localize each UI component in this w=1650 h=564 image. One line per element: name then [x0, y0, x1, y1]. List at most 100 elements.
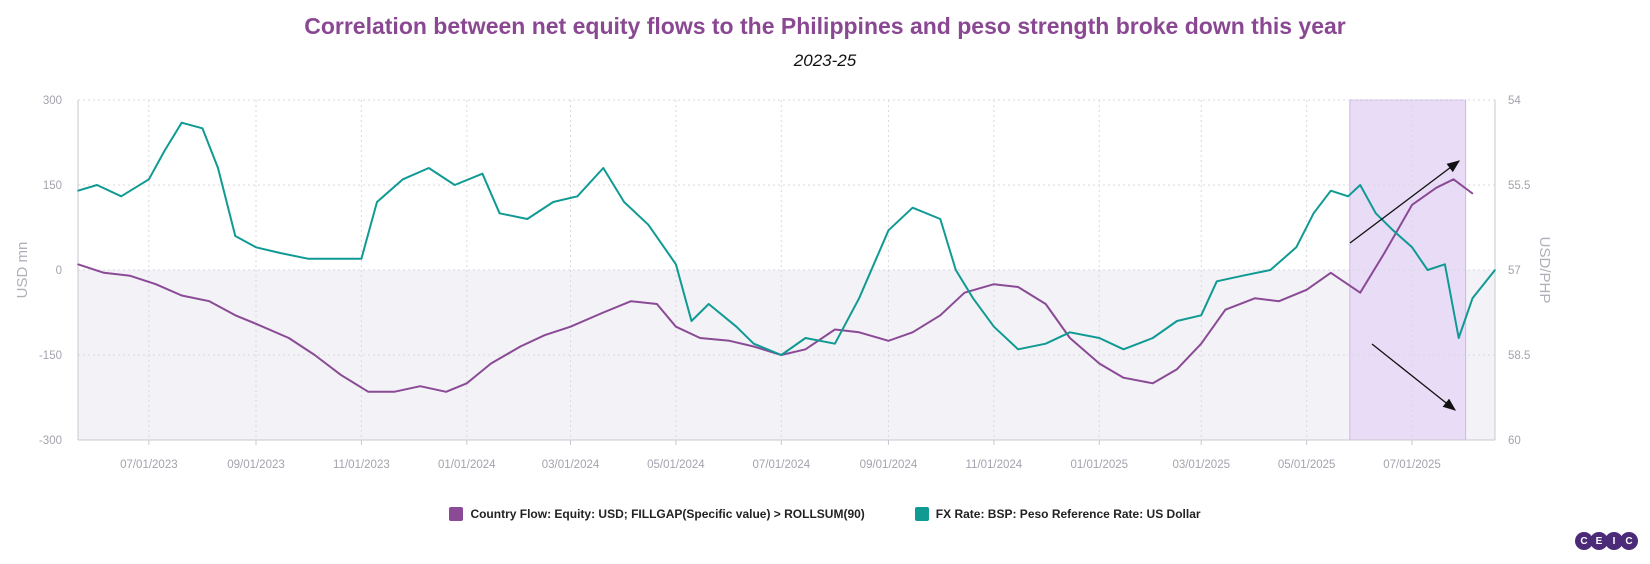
data-point: [887, 340, 890, 342]
data-point: [647, 223, 650, 226]
data-point: [1444, 263, 1446, 266]
data-point: [1122, 376, 1125, 379]
x-tick-label: 01/01/2025: [1070, 459, 1128, 471]
data-point: [1359, 291, 1361, 294]
data-point: [1494, 269, 1496, 271]
series-lines: [77, 121, 1496, 393]
legend-swatch: [449, 507, 464, 521]
data-point: [1044, 342, 1047, 345]
data-point: [576, 195, 579, 198]
data-point: [255, 246, 257, 249]
data-point: [1241, 274, 1244, 277]
data-point: [1383, 252, 1386, 254]
data-point: [1435, 187, 1437, 189]
data-point: [1069, 337, 1071, 339]
chart-title: Correlation between net equity flows to …: [304, 13, 1346, 39]
ceic-logo: C E I C: [1575, 532, 1638, 550]
y-axis-title-right: USD/PHP: [1536, 237, 1553, 304]
data-point: [1254, 297, 1256, 300]
data-point: [393, 391, 396, 393]
legend-label: FX Rate: BSP: Peso Reference Rate: US Do…: [935, 507, 1201, 521]
data-point: [313, 354, 316, 356]
legend-item-equity-flow[interactable]: Country Flow: Equity: USD; FILLGAP(Speci…: [449, 507, 865, 521]
data-point: [77, 263, 79, 266]
annotation-arrow-down: [1371, 343, 1457, 411]
x-tick-label: 09/01/2024: [860, 459, 918, 471]
data-point: [804, 348, 807, 351]
y-tick-label-right: 54: [1508, 95, 1521, 107]
data-point: [307, 257, 309, 260]
annotation-arrow-up: [1349, 160, 1461, 244]
data-point: [1392, 229, 1394, 232]
data-point: [498, 212, 501, 215]
data-point: [120, 195, 122, 198]
y-tick-label-right: 55.5: [1508, 180, 1530, 192]
data-point: [1152, 382, 1154, 385]
data-point: [402, 178, 404, 181]
data-point: [993, 283, 995, 286]
data-point: [1122, 348, 1125, 351]
data-point: [1269, 269, 1272, 271]
data-point: [428, 167, 430, 169]
data-point: [630, 300, 632, 303]
data-point: [339, 374, 342, 376]
data-point: [752, 345, 755, 348]
data-point: [1200, 314, 1202, 317]
legend-item-fx-rate[interactable]: FX Rate: BSP: Peso Reference Rate: US Do…: [914, 507, 1201, 521]
data-point: [752, 342, 755, 345]
negative-zone-shade: [78, 270, 1495, 440]
data-point: [1176, 320, 1178, 322]
data-point: [419, 385, 422, 388]
x-tick-label: 09/01/2023: [227, 459, 285, 471]
data-point: [656, 303, 658, 305]
data-point: [155, 283, 157, 286]
data-point: [255, 323, 257, 325]
x-tick-label: 03/01/2025: [1172, 459, 1230, 471]
y-tick-label-left: 0: [56, 265, 62, 277]
data-point: [376, 201, 378, 203]
data-point: [1152, 337, 1154, 339]
x-tick-label: 05/01/2024: [647, 459, 705, 471]
data-point: [735, 325, 738, 328]
data-point: [1452, 178, 1455, 181]
data-point: [129, 274, 131, 277]
data-point: [543, 334, 546, 337]
data-point: [1359, 184, 1361, 186]
y-tick-label-left: 150: [43, 180, 62, 192]
grid: [77, 99, 1496, 445]
data-point: [1216, 280, 1218, 283]
data-point: [1017, 348, 1019, 351]
data-point: [466, 382, 468, 385]
x-tick-label: 11/01/2024: [966, 459, 1023, 471]
data-point: [780, 354, 783, 356]
data-point: [834, 328, 836, 331]
data-point: [939, 218, 942, 220]
data-point: [208, 300, 211, 303]
data-point: [1017, 286, 1019, 288]
data-point: [939, 314, 942, 317]
data-point: [728, 340, 731, 342]
legend: Country Flow: Equity: USD; FILLGAP(Speci…: [0, 507, 1650, 521]
data-point: [217, 167, 219, 169]
data-point: [148, 178, 150, 181]
data-point: [77, 189, 79, 192]
annotation-arrows: [1349, 160, 1461, 411]
data-point: [360, 257, 363, 260]
legend-swatch: [914, 507, 929, 521]
logo-letter: I: [1605, 532, 1623, 550]
data-point: [1375, 212, 1377, 215]
data-point: [1069, 331, 1071, 334]
data-point: [201, 127, 204, 130]
data-point: [331, 257, 333, 260]
y-tick-label-left: -150: [39, 350, 62, 362]
data-point: [1426, 269, 1429, 271]
data-point: [519, 345, 522, 348]
data-point: [858, 331, 860, 334]
data-point: [1278, 300, 1280, 303]
data-point: [180, 294, 183, 297]
x-tick-label: 11/01/2023: [333, 459, 390, 471]
y-tick-label-left: -300: [39, 435, 62, 447]
data-point: [1224, 308, 1227, 311]
x-tick-label: 05/01/2025: [1278, 459, 1336, 471]
data-point: [675, 325, 677, 328]
